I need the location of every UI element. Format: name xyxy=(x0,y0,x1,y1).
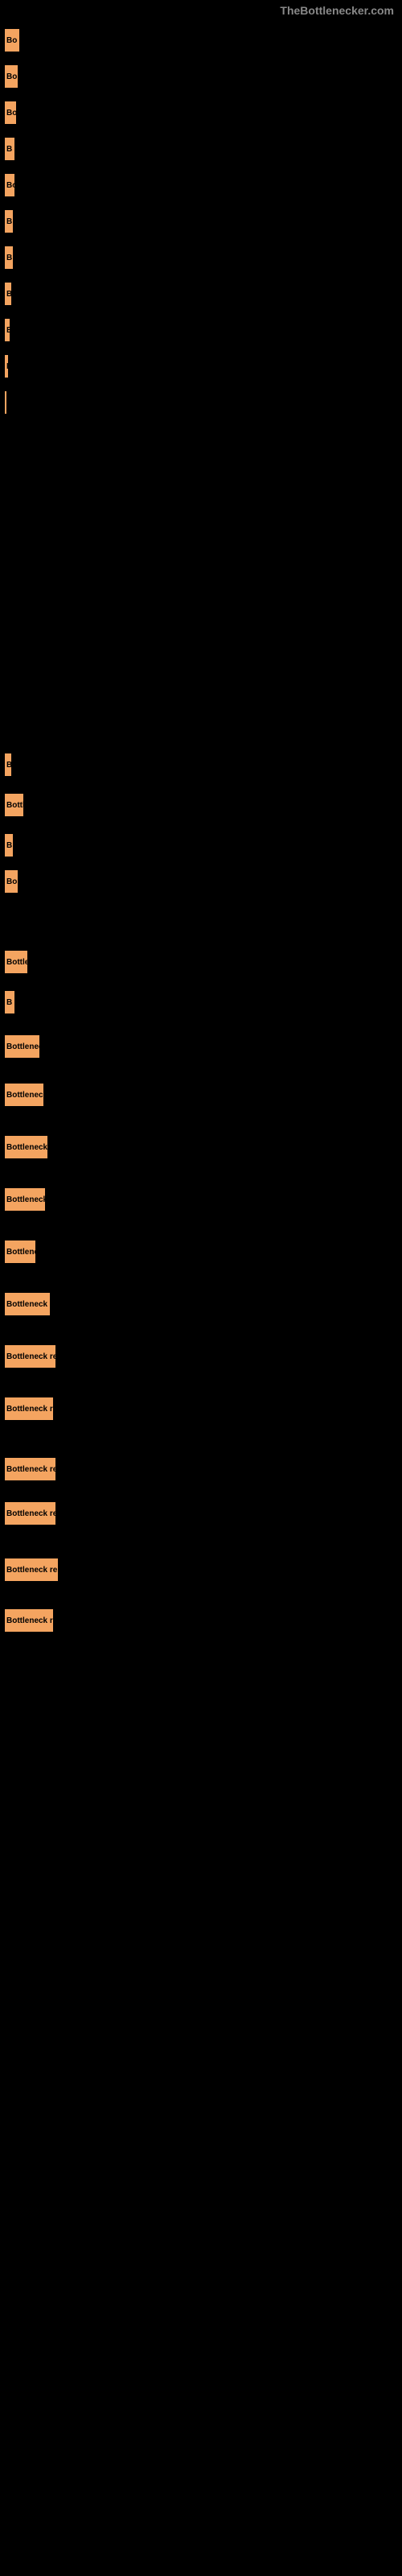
bottleneck-bar-18: Bottleneck xyxy=(4,1083,44,1107)
bottleneck-bar-14: Bo xyxy=(4,869,18,894)
bottleneck-bar-6: B xyxy=(4,246,14,270)
bottleneck-bar-28: Bottleneck res xyxy=(4,1608,54,1633)
brand-header: TheBottlenecker.com xyxy=(280,4,394,17)
bottleneck-bar-5: B xyxy=(4,209,14,233)
bottleneck-bar-15: Bottle xyxy=(4,950,28,974)
bottleneck-bar-0: Bo xyxy=(4,28,20,52)
bottleneck-bar-20: Bottleneck r xyxy=(4,1187,46,1212)
bottleneck-bar-9: B xyxy=(4,354,9,378)
bottleneck-bar-11: B xyxy=(4,753,12,777)
bottleneck-bar-23: Bottleneck resu xyxy=(4,1344,56,1368)
bottleneck-bar-8: B xyxy=(4,318,10,342)
bottleneck-bar-2: Bo xyxy=(4,101,17,125)
bottleneck-bar-4: Bo xyxy=(4,173,15,197)
bottleneck-bar-1: Bo xyxy=(4,64,18,89)
bottleneck-bar-26: Bottleneck resu xyxy=(4,1501,56,1525)
bottleneck-bar-21: Bottleneck xyxy=(4,1240,36,1264)
bottleneck-bar-19: Bottleneck re xyxy=(4,1135,48,1159)
bottleneck-bar-12: Bottl xyxy=(4,793,24,817)
bottleneck-bar-16: B xyxy=(4,990,15,1014)
bottleneck-bar-22: Bottleneck re xyxy=(4,1292,51,1316)
bottleneck-bar-17: Bottleneck xyxy=(4,1034,40,1059)
bottleneck-bar-7: B xyxy=(4,282,12,306)
bottleneck-bar-25: Bottleneck resu xyxy=(4,1457,56,1481)
bottleneck-bar-10 xyxy=(4,390,7,415)
bottleneck-bar-3: B xyxy=(4,137,15,161)
bottleneck-bar-27: Bottleneck resul xyxy=(4,1558,59,1582)
bottleneck-bar-13: B xyxy=(4,833,14,857)
bottleneck-bar-24: Bottleneck res xyxy=(4,1397,54,1421)
